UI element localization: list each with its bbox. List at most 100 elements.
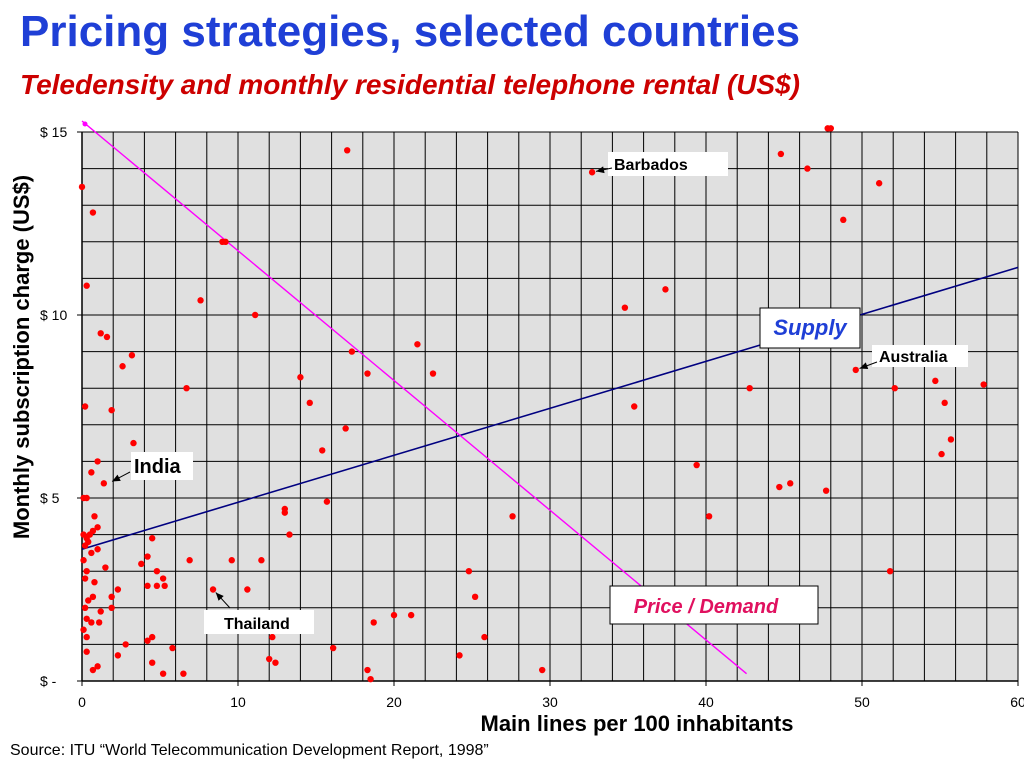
data-point <box>891 385 898 392</box>
data-point <box>89 593 97 601</box>
y-axis-label: Monthly subscription charge (US$) <box>9 175 34 539</box>
data-point <box>149 633 156 641</box>
data-point <box>144 582 151 590</box>
callout-arrowhead-barbados <box>596 166 605 174</box>
data-point <box>86 531 94 538</box>
data-point <box>88 619 95 626</box>
data-point <box>932 377 939 385</box>
data-point <box>746 385 753 392</box>
data-point <box>319 447 326 454</box>
data-point <box>144 637 151 644</box>
callout-label-india: India <box>134 456 182 478</box>
callout-arrowhead-australia <box>859 362 869 369</box>
annotations: Supply Price / Demand Barbados Australia Ind… <box>111 152 968 634</box>
x-tick-label: 40 <box>698 694 714 710</box>
data-point <box>138 560 145 568</box>
data-point <box>89 209 97 216</box>
data-point <box>364 666 371 674</box>
data-point <box>159 575 167 582</box>
data-point <box>128 352 136 359</box>
data-point <box>286 531 293 538</box>
data-point <box>80 626 87 633</box>
data-point <box>91 578 98 586</box>
x-tick-label: 50 <box>854 694 870 710</box>
data-point <box>705 513 713 520</box>
price-demand-label-box <box>609 585 819 625</box>
data-point <box>370 619 377 626</box>
data-point <box>144 553 151 560</box>
data-point <box>364 370 371 377</box>
data-point <box>947 436 955 443</box>
data-point <box>114 586 122 593</box>
data-point <box>588 169 596 176</box>
data-point <box>209 586 217 593</box>
data-point <box>840 216 847 224</box>
data-point <box>787 480 794 487</box>
data-point <box>81 403 89 410</box>
page-title: Pricing strategies, selected countries <box>20 7 801 56</box>
page-subtitle: Teledensity and monthly residential tele… <box>20 69 801 100</box>
data-point <box>94 458 101 465</box>
data-point <box>822 487 830 494</box>
data-point <box>94 663 101 670</box>
data-point <box>875 180 883 187</box>
data-point <box>281 509 288 516</box>
data-point <box>83 615 90 622</box>
y-tick-label: $ 5 <box>40 490 60 506</box>
supply-line <box>81 266 1019 551</box>
data-point <box>108 593 115 601</box>
data-point <box>693 461 700 469</box>
callout-box-barbados <box>608 152 728 176</box>
data-point <box>80 557 87 564</box>
data-point <box>306 399 313 407</box>
price-demand-line-start-marker <box>82 121 88 127</box>
data-point <box>89 666 97 674</box>
data-point <box>244 586 251 593</box>
data-point <box>122 641 129 648</box>
data-point <box>100 480 108 487</box>
data-point <box>348 348 356 355</box>
data-point <box>153 568 161 575</box>
data-point <box>804 165 811 172</box>
data-point <box>251 311 259 319</box>
data-point <box>108 406 115 414</box>
data-point <box>539 666 546 674</box>
data-point <box>108 604 115 611</box>
data-point <box>153 582 161 590</box>
data-point <box>94 546 101 553</box>
data-point <box>130 439 137 447</box>
price-demand-line <box>81 120 748 675</box>
data-point <box>390 611 398 619</box>
callout-box-australia <box>872 345 968 367</box>
data-point <box>94 524 101 531</box>
data-point <box>169 644 176 652</box>
data-point <box>367 675 374 683</box>
data-point <box>941 399 948 407</box>
data-point <box>186 557 193 564</box>
data-point <box>88 549 95 557</box>
data-point <box>83 648 90 655</box>
data-point <box>980 381 987 388</box>
x-axis-label: Main lines per 100 inhabitants <box>481 711 794 736</box>
data-point <box>342 425 349 432</box>
data-point <box>91 513 98 520</box>
data-point <box>344 147 351 154</box>
data-point <box>662 286 669 293</box>
data-point <box>114 652 122 659</box>
data-points <box>78 125 987 683</box>
data-point <box>228 557 235 564</box>
price-demand-label: Price / Demand <box>634 596 779 618</box>
data-point <box>81 604 89 611</box>
supply-label: Supply <box>773 315 848 340</box>
data-point <box>258 557 265 564</box>
data-point <box>938 450 945 458</box>
data-point <box>78 183 86 191</box>
data-point <box>81 575 89 582</box>
callout-arrowhead-thailand <box>215 592 224 601</box>
data-point <box>323 498 331 505</box>
data-point <box>297 374 304 381</box>
data-point <box>272 659 279 666</box>
data-point <box>83 633 90 641</box>
data-point <box>197 297 204 304</box>
